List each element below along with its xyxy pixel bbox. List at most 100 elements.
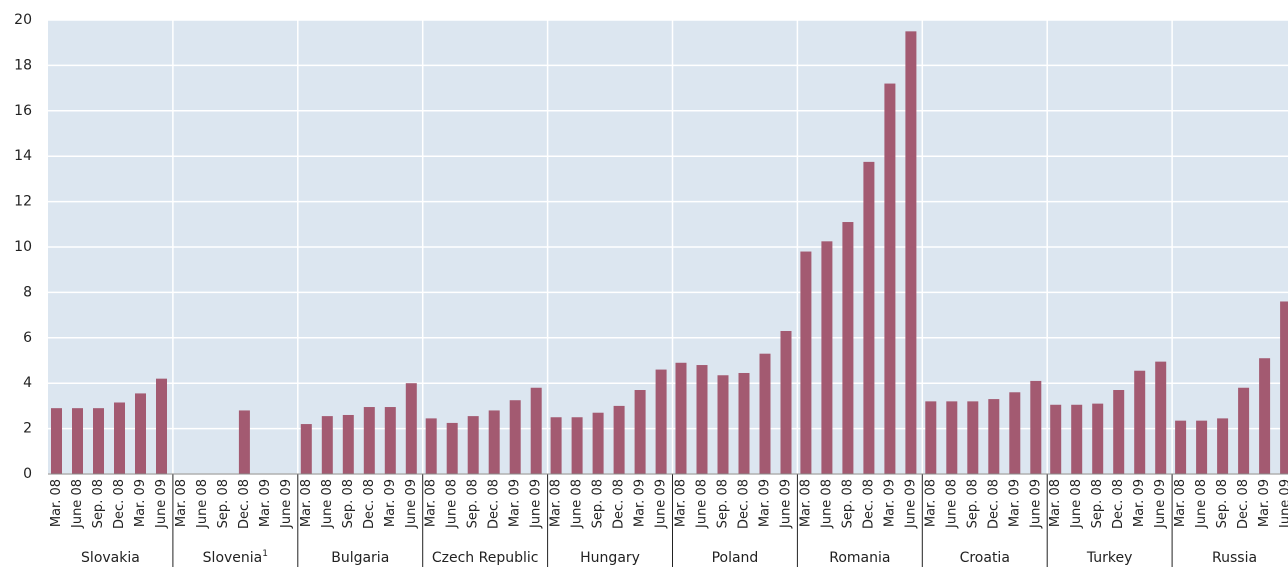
x-tick-label: June 09 bbox=[279, 479, 294, 529]
y-tick-label: 18 bbox=[14, 57, 32, 73]
y-tick-label: 4 bbox=[23, 375, 32, 391]
x-tick-label: Mar. 08 bbox=[674, 479, 689, 527]
bar bbox=[550, 417, 562, 474]
x-tick-label: Mar. 08 bbox=[923, 479, 938, 527]
bar bbox=[1009, 392, 1021, 474]
bar bbox=[717, 375, 729, 474]
x-tick-label: June 08 bbox=[320, 479, 335, 529]
x-tick-label: Sep. 08 bbox=[965, 479, 980, 528]
group-name: Turkey bbox=[1086, 550, 1133, 566]
bar bbox=[738, 372, 750, 474]
bar bbox=[967, 401, 979, 474]
x-tick-label: Dec. 08 bbox=[737, 479, 752, 529]
x-tick-label: June 08 bbox=[944, 479, 959, 529]
bar bbox=[363, 407, 375, 474]
y-tick-label: 2 bbox=[23, 421, 32, 437]
x-tick-label: June 08 bbox=[819, 479, 834, 529]
x-tick-label: June 09 bbox=[903, 479, 918, 529]
bar bbox=[592, 412, 604, 474]
bar bbox=[1217, 418, 1229, 474]
bar bbox=[425, 418, 437, 474]
group-label: Turkey bbox=[1086, 550, 1133, 566]
group-label: Poland bbox=[712, 550, 759, 566]
x-tick-label: Dec. 08 bbox=[861, 479, 876, 529]
y-tick-label: 6 bbox=[23, 330, 32, 346]
x-tick-label: Mar. 09 bbox=[508, 479, 523, 527]
x-tick-label: June 08 bbox=[570, 479, 585, 529]
group-footnote: 1 bbox=[262, 549, 268, 559]
x-tick-label: Mar. 09 bbox=[1007, 479, 1022, 527]
x-tick-label: Dec. 08 bbox=[112, 479, 127, 529]
x-tick-label: Sep. 08 bbox=[591, 479, 606, 528]
group-label: Hungary bbox=[580, 550, 640, 566]
x-tick-label: Dec. 08 bbox=[487, 479, 502, 529]
x-tick-label: June 08 bbox=[695, 479, 710, 529]
bar bbox=[759, 353, 771, 474]
bar bbox=[1134, 370, 1146, 474]
bar bbox=[1280, 301, 1288, 474]
x-tick-label: June 08 bbox=[70, 479, 85, 529]
x-tick-label: Mar. 08 bbox=[424, 479, 439, 527]
bar bbox=[696, 365, 708, 474]
bar bbox=[780, 330, 792, 474]
group-label: Croatia bbox=[960, 550, 1010, 566]
x-tick-label: Mar. 09 bbox=[383, 479, 398, 527]
bar bbox=[530, 387, 542, 474]
x-tick-label: June 08 bbox=[195, 479, 210, 529]
x-tick-label: June 09 bbox=[779, 479, 794, 529]
bar bbox=[51, 408, 62, 474]
y-tick-label: 12 bbox=[14, 194, 32, 210]
x-tick-label: Dec. 08 bbox=[1111, 479, 1126, 529]
group-name: Russia bbox=[1212, 550, 1257, 566]
group-label: Slovenia1 bbox=[203, 549, 268, 567]
group-label: Slovakia bbox=[81, 550, 140, 566]
x-tick-label: Mar. 08 bbox=[798, 479, 813, 527]
x-tick-label: Mar. 09 bbox=[258, 479, 273, 527]
x-tick-label: Sep. 08 bbox=[1090, 479, 1105, 528]
group-name: Slovenia bbox=[203, 550, 263, 566]
y-tick-label: 14 bbox=[14, 148, 32, 164]
x-tick-label: Mar. 09 bbox=[758, 479, 773, 527]
x-tick-label: June 09 bbox=[1153, 479, 1168, 529]
group-label: Russia bbox=[1212, 550, 1257, 566]
x-tick-label: Dec. 08 bbox=[1236, 479, 1251, 529]
bar bbox=[1259, 358, 1271, 474]
x-tick-label: June 09 bbox=[529, 479, 544, 529]
bar bbox=[72, 408, 83, 474]
bar bbox=[321, 416, 333, 474]
group-label: Bulgaria bbox=[331, 550, 389, 566]
bar bbox=[238, 410, 250, 474]
x-tick-label: June 08 bbox=[1069, 479, 1084, 529]
bar bbox=[675, 362, 687, 474]
bar bbox=[905, 31, 917, 474]
bar bbox=[135, 393, 146, 474]
x-tick-label: Mar. 08 bbox=[174, 479, 189, 527]
bar bbox=[946, 401, 958, 474]
bar bbox=[1196, 420, 1208, 474]
group-name: Poland bbox=[712, 550, 759, 566]
x-tick-label: Dec. 08 bbox=[986, 479, 1001, 529]
bar bbox=[821, 241, 833, 474]
x-tick-label: Sep. 08 bbox=[91, 479, 106, 528]
bar bbox=[634, 390, 646, 474]
y-tick-label: 0 bbox=[23, 466, 32, 482]
bar bbox=[1155, 361, 1167, 474]
bar bbox=[1030, 380, 1042, 474]
bar bbox=[988, 399, 1000, 474]
x-tick-label: Sep. 08 bbox=[1215, 479, 1230, 528]
bar bbox=[509, 400, 521, 474]
bar bbox=[1238, 387, 1250, 474]
bar bbox=[384, 407, 396, 474]
bar bbox=[925, 401, 937, 474]
y-tick-label: 8 bbox=[23, 284, 32, 300]
group-label: Czech Republic bbox=[432, 550, 539, 566]
x-tick-label: Mar. 09 bbox=[1257, 479, 1272, 527]
x-tick-label: June 09 bbox=[404, 479, 419, 529]
group-name: Croatia bbox=[960, 550, 1010, 566]
x-tick-label: Mar. 09 bbox=[1132, 479, 1147, 527]
group-name: Czech Republic bbox=[432, 550, 539, 566]
bar bbox=[114, 402, 125, 474]
x-tick-label: Mar. 08 bbox=[49, 479, 64, 527]
x-tick-label: Sep. 08 bbox=[341, 479, 356, 528]
